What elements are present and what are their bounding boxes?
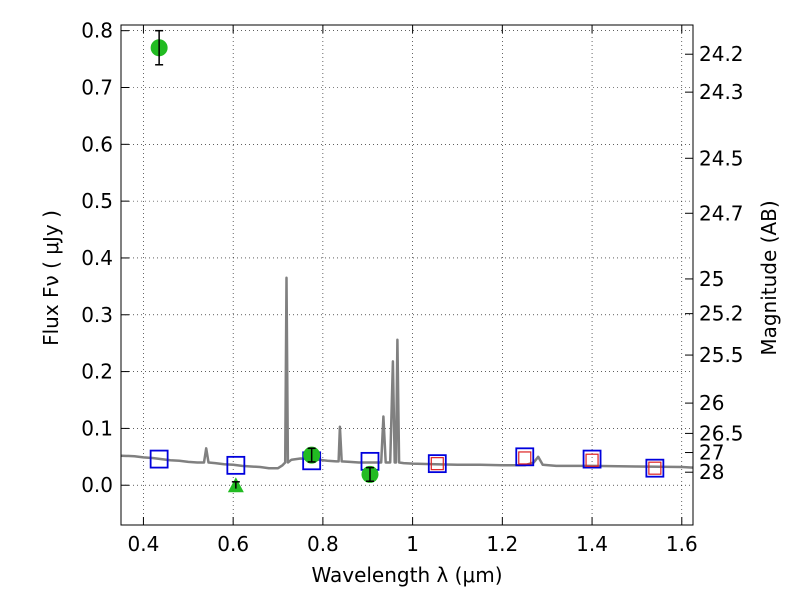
magnitude-tick-label: 25 bbox=[699, 267, 724, 291]
x-tick-label: 1.4 bbox=[576, 532, 608, 556]
y-tick-label: 0.5 bbox=[81, 189, 113, 213]
model-photometry-inner-square bbox=[518, 451, 532, 465]
model-photometry-square bbox=[645, 458, 665, 478]
x-tick-label: 1 bbox=[406, 532, 419, 556]
spectrum-layer bbox=[121, 276, 693, 470]
marker-layer bbox=[149, 29, 665, 493]
y-tick-label: 0.1 bbox=[81, 416, 113, 440]
model-photometry-square bbox=[427, 454, 447, 474]
y-tick-label: 0.0 bbox=[81, 473, 113, 497]
x-tick-label: 1.2 bbox=[486, 532, 518, 556]
x-axis-label: Wavelength λ (μm) bbox=[311, 563, 502, 587]
ticks: 0.4 0.6 0.8 1 1.2 1.4 1.6 0.0 0.1 0.2 0.3 0.4 0.5 0.6… bbox=[81, 19, 743, 556]
plot-frame bbox=[120, 24, 694, 526]
magnitude-tick-label: 24.2 bbox=[699, 42, 744, 66]
y-tick-label: 0.8 bbox=[81, 19, 113, 43]
y-tick-label: 0.6 bbox=[81, 132, 113, 156]
y-axis-label: Flux Fν ( μJy ) bbox=[39, 210, 63, 346]
magnitude-tick-label: 25.5 bbox=[699, 343, 744, 367]
magnitude-tick-label: 24.5 bbox=[699, 146, 744, 170]
model-spectrum-line bbox=[121, 276, 693, 470]
x-tick-label: 1.6 bbox=[666, 532, 698, 556]
grid bbox=[121, 25, 693, 525]
magnitude-tick-label: 26.5 bbox=[699, 421, 744, 445]
model-photometry-square bbox=[149, 449, 169, 469]
model-photometry-inner-square bbox=[648, 461, 662, 475]
magnitude-axis-label: Magnitude (AB) bbox=[757, 200, 781, 355]
magnitude-tick-label: 25.2 bbox=[699, 302, 744, 326]
y-tick-label: 0.7 bbox=[81, 76, 113, 100]
x-tick-label: 0.8 bbox=[307, 532, 339, 556]
magnitude-tick-label: 24.3 bbox=[699, 80, 744, 104]
magnitude-tick-label: 26 bbox=[699, 391, 724, 415]
model-photometry-inner-square bbox=[585, 453, 599, 467]
magnitude-tick-label: 27 bbox=[699, 441, 724, 465]
x-tick-label: 0.4 bbox=[128, 532, 160, 556]
y-tick-label: 0.4 bbox=[81, 246, 113, 270]
y-tick-label: 0.3 bbox=[81, 303, 113, 327]
magnitude-tick-label: 28 bbox=[699, 460, 724, 484]
model-photometry-square bbox=[226, 455, 246, 475]
magnitude-tick-label: 24.7 bbox=[699, 201, 744, 225]
model-photometry-square bbox=[582, 449, 602, 469]
model-photometry-square bbox=[515, 447, 535, 467]
model-photometry-inner-square bbox=[430, 457, 444, 471]
x-tick-label: 0.6 bbox=[217, 532, 249, 556]
y-tick-label: 0.2 bbox=[81, 360, 113, 384]
